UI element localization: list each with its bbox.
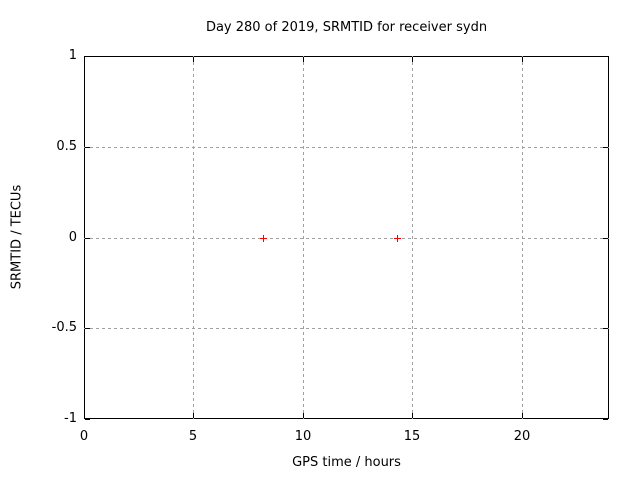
y-tick-mark-right: [603, 238, 608, 239]
x-tick-mark-top: [84, 57, 85, 62]
gridline-vertical: [522, 56, 523, 419]
y-tick-mark-right: [603, 56, 608, 57]
x-tick-mark-top: [303, 57, 304, 62]
y-tick-mark-left: [85, 147, 90, 148]
x-tick-mark-bottom: [193, 413, 194, 418]
y-tick-label: 1: [68, 48, 77, 63]
x-tick-mark-top: [193, 57, 194, 62]
y-tick-label: 0.5: [56, 139, 77, 154]
x-tick-label: 0: [79, 429, 89, 444]
gridline-horizontal: [84, 328, 609, 329]
x-tick-label: 15: [403, 429, 421, 444]
chart-title: Day 280 of 2019, SRMTID for receiver syd…: [205, 20, 488, 35]
x-tick-mark-top: [522, 57, 523, 62]
marker-vertical-bar: [397, 235, 398, 242]
x-tick-mark-bottom: [84, 413, 85, 418]
gridline-horizontal: [84, 238, 609, 239]
y-tick-mark-right: [603, 328, 608, 329]
plot-border: [84, 56, 609, 419]
gridline-vertical: [412, 56, 413, 419]
y-tick-label: -1: [64, 411, 77, 426]
x-tick-label: 10: [294, 429, 312, 444]
gridline-vertical: [193, 56, 194, 419]
x-tick-mark-bottom: [303, 413, 304, 418]
y-tick-mark-right: [603, 419, 608, 420]
y-tick-label: 0: [68, 230, 77, 245]
data-point-marker: [394, 235, 401, 242]
gridline-vertical: [303, 56, 304, 419]
x-axis-label: GPS time / hours: [292, 455, 401, 470]
y-tick-label: -0.5: [51, 320, 77, 335]
x-tick-mark-bottom: [412, 413, 413, 418]
plot-area: [84, 56, 609, 420]
gridline-horizontal: [84, 147, 609, 148]
x-tick-mark-top: [412, 57, 413, 62]
x-tick-label: 20: [513, 429, 531, 444]
x-tick-mark-bottom: [522, 413, 523, 418]
marker-vertical-bar: [263, 235, 264, 242]
y-tick-mark-left: [85, 238, 90, 239]
y-tick-mark-right: [603, 147, 608, 148]
data-point-marker: [260, 235, 267, 242]
x-tick-label: 5: [188, 429, 198, 444]
y-tick-mark-left: [85, 56, 90, 57]
y-tick-mark-left: [85, 328, 90, 329]
y-tick-mark-left: [85, 419, 90, 420]
